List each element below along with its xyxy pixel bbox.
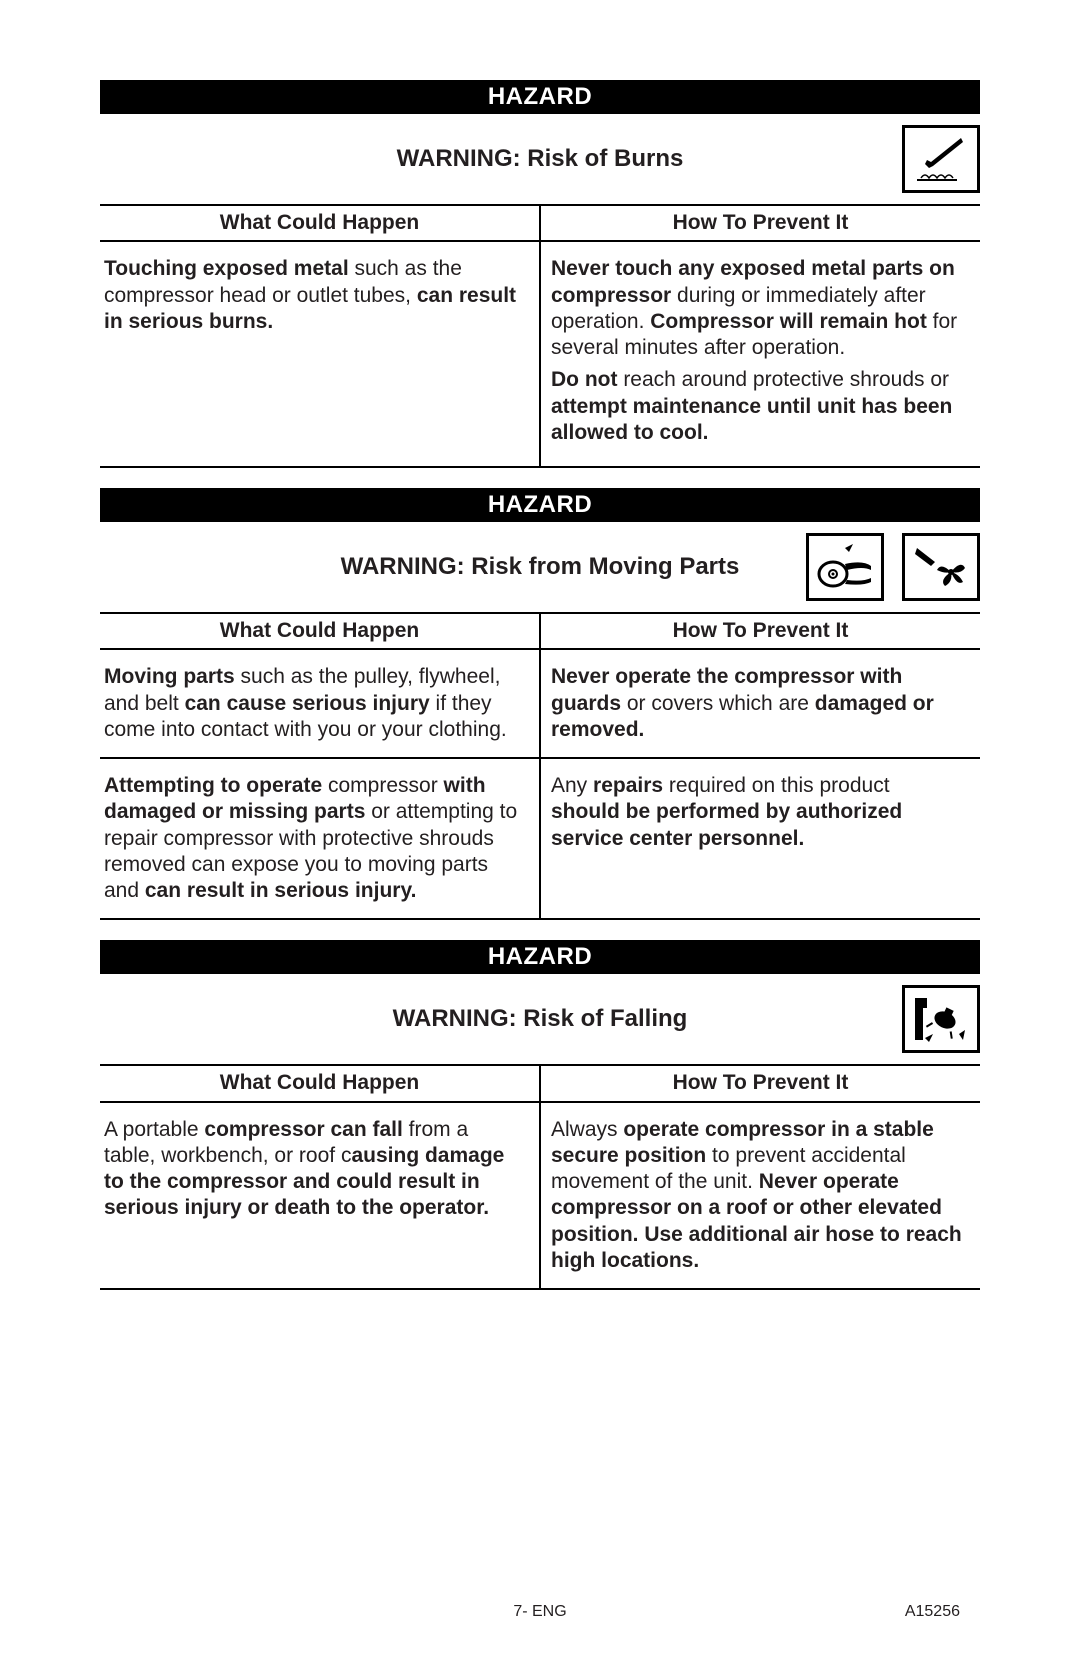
hazard-section-falling: HAZARD WARNING: Risk of Falling (100, 940, 980, 1290)
falling-compressor-icon (902, 985, 980, 1053)
cell-right: Always operate compressor in a stable se… (540, 1102, 980, 1290)
warning-row: WARNING: Risk from Moving Parts (100, 522, 980, 612)
col-header-left: What Could Happen (100, 613, 540, 649)
icon-group (798, 533, 980, 601)
cell-right: Never operate the compressor with guards… (540, 649, 980, 758)
hazard-bar: HAZARD (100, 80, 980, 114)
hazard-bar: HAZARD (100, 488, 980, 522)
col-header-right: How To Prevent It (540, 205, 980, 241)
warning-title: WARNING: Risk of Burns (100, 145, 980, 173)
col-header-right: How To Prevent It (540, 1065, 980, 1101)
page: HAZARD WARNING: Risk of Burns What Could… (0, 0, 1080, 1669)
warning-title: WARNING: Risk of Falling (100, 1005, 980, 1033)
hazard-section-burns: HAZARD WARNING: Risk of Burns What Could… (100, 80, 980, 468)
cell-left: Moving parts such as the pulley, flywhee… (100, 649, 540, 758)
table-row: Attempting to operate compressor with da… (100, 758, 980, 919)
burn-hand-icon (902, 125, 980, 193)
warning-row: WARNING: Risk of Burns (100, 114, 980, 204)
icon-group (894, 985, 980, 1053)
fan-hand-icon (902, 533, 980, 601)
warning-row: WARNING: Risk of Falling (100, 974, 980, 1064)
belt-pulley-icon (806, 533, 884, 601)
cell-right: Never touch any exposed metal parts on c… (540, 241, 980, 467)
col-header-left: What Could Happen (100, 205, 540, 241)
table-row: A portable compressor can fall from a ta… (100, 1102, 980, 1290)
hazard-bar: HAZARD (100, 940, 980, 974)
table-row: Touching exposed metal such as the compr… (100, 241, 980, 467)
col-header-left: What Could Happen (100, 1065, 540, 1101)
cell-left: Touching exposed metal such as the compr… (100, 241, 540, 467)
table-row: Moving parts such as the pulley, flywhee… (100, 649, 980, 758)
hazard-section-moving: HAZARD WARNING: Risk from Moving Parts (100, 488, 980, 920)
cell-left: A portable compressor can fall from a ta… (100, 1102, 540, 1290)
col-header-right: How To Prevent It (540, 613, 980, 649)
cell-right: Any repairs required on this product sho… (540, 758, 980, 919)
hazard-table: What Could Happen How To Prevent It Movi… (100, 612, 980, 920)
page-footer: 7- ENG A15256 (0, 1603, 1080, 1621)
hazard-table: What Could Happen How To Prevent It Touc… (100, 204, 980, 468)
footer-doc-id: A15256 (905, 1603, 960, 1621)
hazard-table: What Could Happen How To Prevent It A po… (100, 1064, 980, 1290)
icon-group (894, 125, 980, 193)
cell-left: Attempting to operate compressor with da… (100, 758, 540, 919)
